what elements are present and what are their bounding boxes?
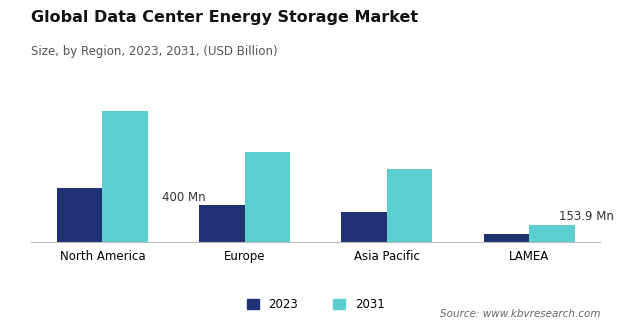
- Bar: [341, 212, 387, 242]
- Text: 153.9 Mn: 153.9 Mn: [559, 210, 614, 223]
- Bar: [387, 169, 432, 242]
- Bar: [529, 225, 574, 242]
- Legend: 2023, 2031: 2023, 2031: [242, 294, 389, 316]
- Text: Source: www.kbvresearch.com: Source: www.kbvresearch.com: [440, 309, 600, 319]
- Bar: [102, 111, 148, 242]
- Bar: [483, 234, 529, 242]
- Bar: [199, 205, 245, 242]
- Text: Global Data Center Energy Storage Market: Global Data Center Energy Storage Market: [31, 10, 418, 25]
- Bar: [57, 188, 102, 242]
- Text: Size, by Region, 2023, 2031, (USD Billion): Size, by Region, 2023, 2031, (USD Billio…: [31, 45, 277, 58]
- Bar: [245, 152, 290, 242]
- Text: 400 Mn: 400 Mn: [162, 191, 206, 204]
